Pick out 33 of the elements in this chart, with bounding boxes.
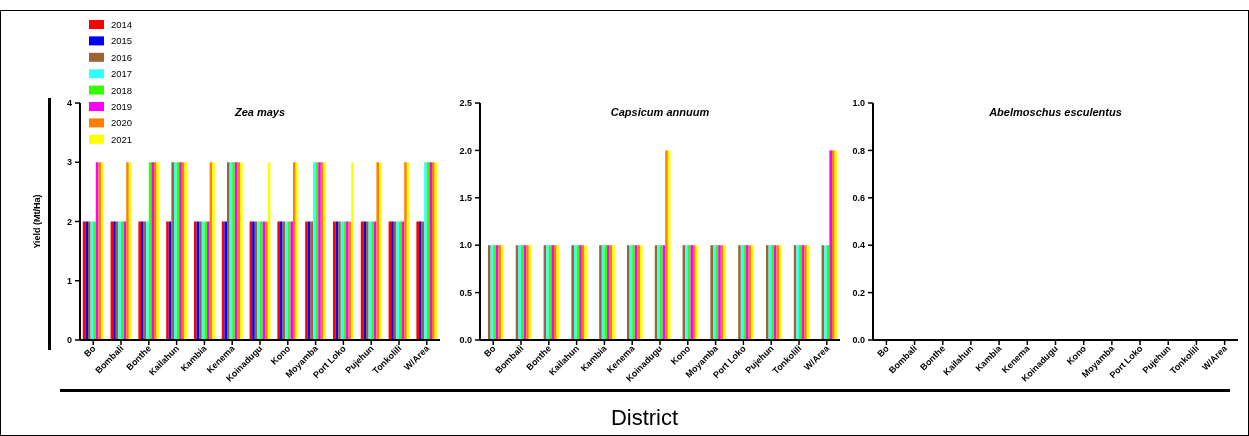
y-tick-label: 2.0	[459, 145, 472, 156]
x-axis-title: District	[610, 405, 679, 430]
y-tick-label: 0.8	[852, 145, 865, 156]
y-tick-label: 1.5	[459, 192, 472, 203]
y-axis-title: Yield (Mt/Ha)	[32, 194, 42, 249]
y-tick-label: 2	[66, 216, 72, 227]
y-tick-label: 2.5	[459, 98, 472, 109]
y-tick-label: 1	[66, 275, 72, 286]
chart-title: Abelmoschus esculentus	[988, 106, 1122, 118]
y-tick-label: 0.2	[852, 287, 865, 298]
y-tick-label: 3	[66, 157, 72, 168]
legend-label: 2018	[111, 84, 133, 96]
legend-label: 2017	[111, 68, 133, 80]
legend-label: 2015	[111, 35, 133, 47]
legend-label: 2019	[111, 101, 133, 112]
y-tick-label: 1.0	[852, 98, 865, 109]
x-tick-label: Bo	[875, 342, 892, 359]
y-tick-label: 0.6	[852, 192, 865, 203]
x-tick-label: Bo	[482, 342, 498, 359]
legend-label: 2020	[111, 117, 133, 129]
legend-label: 2016	[111, 51, 133, 63]
y-tick-label: 4	[66, 98, 72, 109]
legend-label: 2021	[111, 133, 133, 145]
y-tick-label: 1.0	[459, 240, 472, 251]
legend-label: 2014	[111, 19, 133, 30]
y-tick-label: 0	[66, 335, 72, 346]
y-tick-label: 0.5	[459, 287, 472, 298]
x-tick-label: Bo	[82, 342, 98, 359]
y-tick-label: 0.4	[852, 240, 865, 251]
chart-title: Zea mays	[233, 106, 286, 118]
y-tick-label: 0.0	[459, 335, 472, 346]
y-tick-label: 0.0	[852, 335, 865, 346]
chart-title: Capsicum annuum	[610, 106, 710, 118]
